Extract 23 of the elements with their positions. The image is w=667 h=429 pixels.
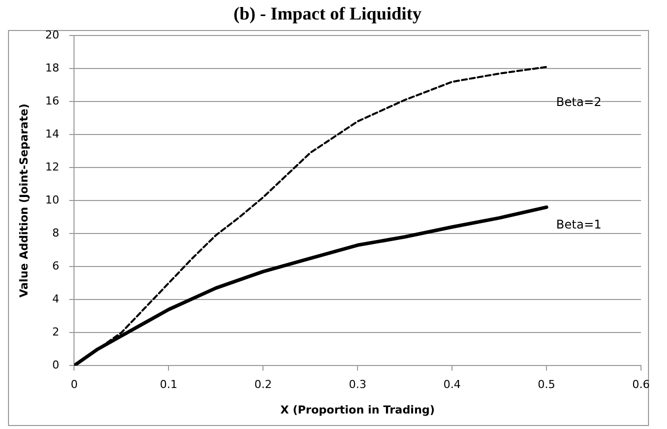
y-tick-label: 12 [45,160,60,174]
y-axis-title: Value Addition (Joint-Separate) [17,104,30,298]
y-tick-label: 16 [45,94,60,108]
x-axis-title: X (Proportion in Trading) [280,403,435,416]
chart-title: (b) - Impact of Liquidity [233,3,422,24]
y-tick-label: 4 [52,292,60,306]
x-tick-label: 0.5 [538,378,556,392]
y-tick-label: 14 [45,127,60,140]
y-tick-label: 0 [52,358,60,372]
x-tick-label: 0.4 [443,378,461,392]
y-tick-label: 10 [45,193,60,206]
x-tick-label: 0.2 [254,378,272,392]
x-tick-label: 0.3 [348,378,366,392]
y-tick-label: 18 [45,61,60,74]
x-tick-label: 0.1 [160,378,178,392]
y-tick-label: 6 [52,259,60,272]
y-tick-label: 2 [52,325,60,338]
series-label: Beta=1 [556,217,602,232]
y-tick-label: 8 [52,226,60,240]
x-tick-label: 0 [70,378,78,392]
y-tick-label: 20 [45,28,60,42]
x-tick-label: 0.6 [632,378,650,392]
text: Beta=2 [556,95,602,110]
